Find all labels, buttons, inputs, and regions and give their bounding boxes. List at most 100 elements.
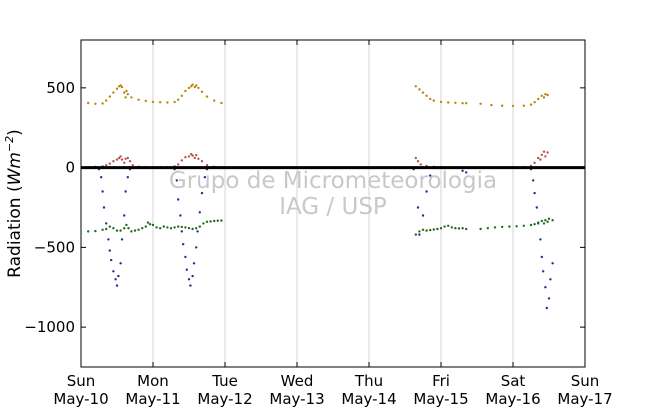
data-point: [128, 160, 132, 163]
data-point: [159, 227, 162, 230]
data-point: [551, 262, 554, 265]
data-point: [185, 268, 188, 271]
x-tick-label-date: May-12: [197, 390, 252, 408]
data-point: [465, 171, 468, 174]
plot-frame: [80, 39, 586, 368]
data-point: [184, 89, 187, 93]
data-point: [421, 214, 425, 217]
data-point: [123, 91, 126, 94]
data-point: [120, 238, 124, 241]
x-tick-label-day: Sat: [501, 372, 526, 390]
data-point: [127, 227, 130, 230]
data-point: [205, 220, 209, 223]
x-tick-label-date: May-11: [125, 390, 180, 408]
data-point: [209, 220, 212, 223]
data-point: [173, 100, 176, 104]
x-tick-label-day: Wed: [281, 372, 314, 390]
data-point: [123, 214, 126, 217]
data-point: [112, 227, 115, 230]
data-point: [545, 306, 548, 310]
data-point: [501, 225, 504, 229]
data-point: [166, 101, 169, 104]
data-point: [540, 219, 543, 223]
data-point: [439, 100, 443, 104]
data-point: [141, 227, 144, 230]
data-point: [216, 219, 219, 222]
data-point: [414, 85, 417, 88]
data-point: [537, 97, 540, 101]
data-point: [114, 278, 117, 281]
data-point: [416, 206, 420, 209]
data-point: [175, 179, 178, 182]
data-point: [508, 225, 511, 228]
data-point: [429, 228, 432, 232]
data-point: [130, 96, 133, 99]
data-point: [117, 274, 120, 278]
data-point: [151, 223, 155, 227]
data-point: [220, 101, 223, 105]
data-point: [182, 243, 185, 246]
data-point: [146, 221, 150, 224]
data-point: [148, 223, 152, 226]
data-point: [119, 229, 122, 232]
data-point: [197, 157, 200, 160]
data-point: [544, 219, 547, 222]
data-point: [131, 164, 134, 167]
data-point: [177, 225, 180, 228]
data-point: [100, 176, 103, 179]
data-point: [120, 158, 124, 161]
data-point: [414, 233, 417, 236]
data-point: [162, 225, 165, 228]
data-point: [544, 286, 547, 289]
data-point: [189, 284, 192, 287]
data-point: [421, 228, 425, 231]
x-tick-label-day: Sun: [571, 372, 600, 390]
data-point: [126, 156, 129, 160]
data-point: [193, 156, 196, 160]
data-point: [179, 214, 182, 217]
data-point: [195, 84, 198, 87]
x-tick-label-day: Fri: [432, 372, 450, 390]
data-point: [125, 89, 128, 93]
data-point: [115, 229, 119, 232]
data-point: [220, 219, 223, 222]
data-point: [115, 284, 119, 287]
x-tick-label-date: May-17: [557, 390, 612, 408]
data-point: [191, 154, 194, 157]
data-point: [202, 222, 205, 225]
data-point: [200, 160, 204, 163]
data-point: [125, 223, 128, 227]
data-point: [118, 156, 121, 160]
data-point: [197, 86, 200, 90]
axes-layer: 5000−500−1000SunMay-10MonMay-11TueMay-12…: [24, 40, 613, 408]
data-point: [542, 150, 546, 153]
data-point: [425, 190, 428, 193]
data-point: [177, 98, 180, 102]
y-axis-label: Radiation (Wm−2): [3, 129, 25, 278]
data-point: [443, 225, 446, 228]
x-gridlines: [152, 40, 514, 367]
data-point: [177, 198, 180, 201]
data-point: [195, 154, 198, 157]
data-point: [159, 101, 162, 104]
data-point: [454, 101, 457, 105]
data-point: [419, 163, 422, 166]
data-point: [196, 230, 199, 233]
data-point: [177, 163, 180, 166]
data-point: [108, 225, 112, 228]
data-point: [184, 226, 187, 229]
data-point: [119, 84, 122, 87]
data-point: [119, 262, 122, 265]
data-point: [522, 104, 525, 107]
data-point: [547, 217, 551, 220]
data-point: [551, 219, 554, 222]
data-point: [180, 225, 183, 229]
data-point: [213, 219, 216, 223]
data-point: [418, 230, 421, 233]
data-point: [94, 229, 97, 233]
data-point: [493, 226, 497, 229]
data-point: [184, 255, 187, 259]
data-point: [447, 224, 450, 227]
